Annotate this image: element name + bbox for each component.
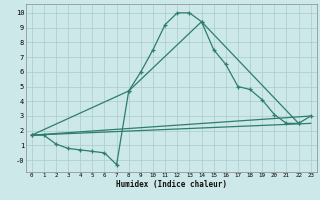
X-axis label: Humidex (Indice chaleur): Humidex (Indice chaleur): [116, 180, 227, 189]
